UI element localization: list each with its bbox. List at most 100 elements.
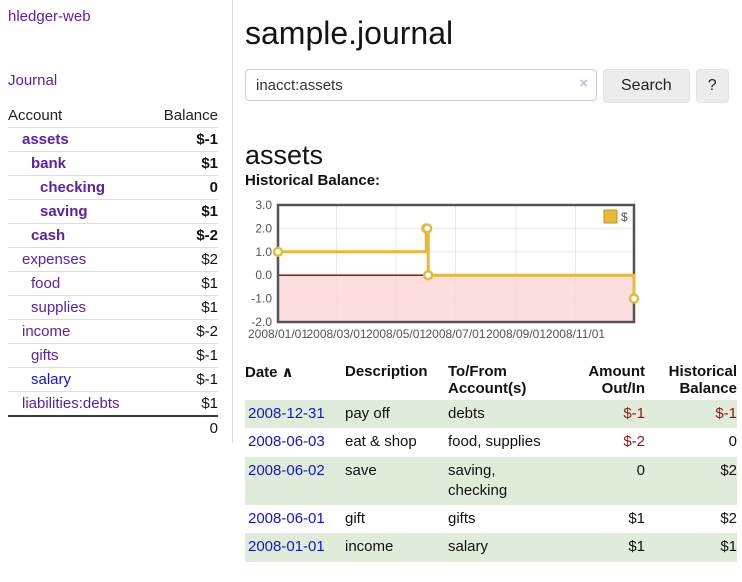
account-row: income $-2 (8, 319, 218, 344)
sort-asc-icon: ∧ (281, 364, 294, 381)
register-date-link[interactable]: 2008-06-03 (248, 433, 325, 451)
account-link[interactable]: saving (40, 203, 88, 220)
register-description: gift (345, 510, 366, 527)
register-header-description: Description (345, 363, 428, 380)
account-balance: $-1 (149, 367, 218, 392)
account-row: liabilities:debts $1 (8, 391, 218, 416)
account-link[interactable]: expenses (22, 251, 87, 268)
register-balance: $2 (720, 510, 737, 527)
account-balance: $1 (149, 295, 218, 320)
register-date-link[interactable]: 2008-06-01 (248, 510, 325, 527)
account-row: supplies $1 (8, 295, 218, 320)
register-amount: $-2 (623, 433, 645, 451)
y-tick-label: 3.0 (255, 198, 272, 212)
legend-swatch (603, 209, 618, 224)
register-accounts: debts (448, 400, 560, 429)
register-accounts: food, supplies (448, 433, 541, 451)
account-row: gifts $-1 (8, 343, 218, 368)
account-row: checking 0 (8, 175, 218, 200)
register-accounts: gifts (448, 510, 476, 527)
register-row: 2008-06-01 gift gifts $1 $2 (245, 505, 737, 533)
register-row: 2008-06-02 save saving, checking 0 $2 (245, 456, 737, 505)
account-balance: $-1 (149, 127, 218, 152)
account-balance: $1 (149, 151, 218, 176)
account-row: salary $-1 (8, 367, 218, 392)
y-tick-label: 0.0 (255, 268, 272, 282)
app-title-link[interactable]: hledger-web (8, 8, 91, 25)
account-row: expenses $2 (8, 247, 218, 272)
account-balance: $1 (149, 391, 218, 416)
account-link[interactable]: liabilities:debts (22, 395, 120, 412)
data-point-marker (422, 223, 433, 234)
register-date-link[interactable]: 2008-12-31 (248, 405, 325, 422)
register-date-link[interactable]: 2008-01-01 (248, 538, 325, 556)
y-tick-label: -1.0 (251, 292, 272, 306)
help-button[interactable]: ? (695, 69, 729, 103)
accounts-header-account: Account (8, 107, 63, 124)
account-balance: $-2 (149, 319, 218, 344)
accounts-total-value: 0 (149, 415, 218, 440)
register-date-link[interactable]: 2008-06-02 (248, 461, 325, 479)
register-balance: 0 (728, 433, 737, 451)
account-link[interactable]: gifts (31, 347, 59, 364)
account-balance: $1 (149, 199, 218, 224)
chart-title: Historical Balance: (245, 172, 381, 189)
plot-border (276, 203, 636, 324)
search-input-wrap: × (245, 69, 597, 101)
account-link[interactable]: checking (40, 179, 106, 196)
register-amount: $1 (628, 510, 645, 527)
register-amount: $1 (560, 533, 645, 562)
account-balance: $-1 (149, 343, 218, 368)
register-description: income (345, 533, 448, 562)
y-tick-label: -2.0 (251, 315, 272, 329)
register-header-accounts: To/From Account(s) (448, 363, 527, 397)
register-header-date: Date ∧ (245, 364, 294, 381)
account-balance: $1 (149, 271, 218, 296)
y-tick-label: 2.0 (255, 221, 272, 235)
account-row: bank $1 (8, 151, 218, 176)
register-balance: $1 (645, 533, 737, 562)
register-row: 2008-06-03 eat & shop food, supplies $-2 0 (245, 428, 737, 456)
search-form: × Search ? (245, 69, 729, 103)
register-row: 2008-01-01 income salary $1 $1 (245, 533, 737, 562)
accounts-header-balance: Balance (163, 107, 218, 124)
account-link[interactable]: supplies (31, 299, 87, 316)
clear-search-icon[interactable]: × (579, 75, 588, 92)
account-heading: assets (245, 140, 324, 171)
account-row: food $1 (8, 271, 218, 296)
account-link[interactable]: food (31, 275, 61, 292)
register-header-row: Date ∧ Description To/From Account(s) Amo… (245, 360, 737, 400)
search-button[interactable]: Search (603, 69, 690, 103)
register-amount: $-1 (560, 400, 645, 429)
historical-balance-chart: 2008/01/01 2008/03/01 2008/05/01 2008/07/01… (245, 198, 642, 348)
x-tick-label: 2008/07/01 (425, 327, 485, 341)
account-link[interactable]: bank (31, 155, 67, 172)
account-balance: $2 (149, 247, 218, 272)
accounts-header-row: Account Balance (8, 104, 218, 128)
search-input[interactable] (245, 69, 597, 101)
account-link[interactable]: assets (22, 131, 69, 148)
account-link[interactable]: salary (31, 371, 72, 388)
register-balance: $2 (645, 456, 737, 505)
page-title: sample.journal (245, 15, 454, 52)
x-tick-label: 2008/05/01 (366, 327, 426, 341)
x-tick-label: 2008/09/01 (486, 327, 546, 341)
register-description: save (345, 456, 448, 505)
register-description: eat & shop (345, 433, 417, 451)
register-row: 2008-12-31 pay off debts $-1 $-1 (245, 400, 737, 429)
account-row: cash $-2 (8, 223, 218, 248)
accounts-total-row: 0 (8, 415, 218, 440)
account-link[interactable]: cash (31, 227, 66, 244)
sidebar-item-journal[interactable]: Journal (8, 72, 58, 89)
account-link[interactable]: income (22, 323, 71, 340)
x-tick-label: 2008/01/01 (248, 327, 308, 341)
accounts-table: Account Balance assets $-1 bank $1 checking 0… (8, 104, 218, 440)
account-balance: $-2 (149, 223, 218, 248)
negative-region (278, 275, 634, 322)
data-point-marker (272, 246, 284, 257)
sidebar-divider (232, 0, 233, 443)
register-accounts: salary (448, 533, 560, 562)
register-header-amount: Amount Out/In (588, 363, 645, 397)
data-point-marker (628, 293, 640, 304)
